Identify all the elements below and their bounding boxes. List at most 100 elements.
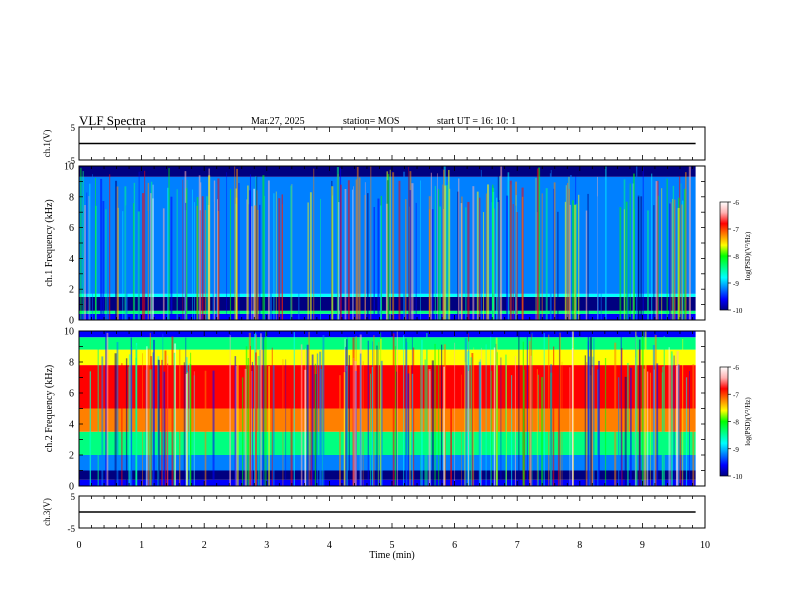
impulse-streak [345,346,347,486]
impulse-streak [506,195,509,320]
impulse-streak [105,331,108,486]
impulse-streak [304,369,307,486]
panel-ch3-waveform: 5 -5 ch.3(V) 0 1 2 3 4 5 6 7 8 9 10 Time (min) [42,492,710,561]
impulse-streak [480,347,482,486]
impulse-streak [689,370,690,486]
impulse-streak [541,193,543,320]
impulse-streak [682,200,684,320]
panel-ch1-spectrogram: 0 2 4 6 8 10 ch.1 Frequency (kHz) -6 -7 -8 -9 -10 lo… [44,162,752,327]
impulse-streak [392,333,395,486]
impulse-streak [464,362,466,486]
impulse-streak [132,203,134,320]
impulse-streak [572,200,575,320]
impulse-streak [354,361,357,486]
impulse-streak [173,352,176,486]
impulse-streak [543,333,545,486]
impulse-streak [168,168,170,320]
impulse-streak [254,205,257,320]
impulse-streak [482,212,485,320]
impulse-streak [116,186,119,320]
impulse-streak [146,346,148,486]
impulse-streak [537,374,539,486]
y-tick-label: 2 [69,285,74,296]
impulse-streak [621,348,623,486]
impulse-streak [84,205,86,320]
impulse-streak [597,369,600,486]
impulse-streak [267,180,270,320]
impulse-streak [421,339,423,486]
impulse-streak [495,337,498,486]
impulse-streak [403,171,406,320]
spectrogram-ch1-spectrogram [79,166,696,320]
impulse-streak [439,206,442,320]
impulse-streak [340,184,342,320]
impulse-streak [552,346,555,486]
impulse-streak [392,172,395,320]
impulse-streak [635,336,636,486]
impulse-streak [313,168,315,320]
impulse-streak [479,197,481,320]
impulse-streak [307,202,309,320]
x-tick-label: 0 [77,540,82,551]
impulse-streak [557,211,559,320]
impulse-streak [604,358,607,486]
impulse-streak [291,184,293,320]
y-tick-label: 6 [69,223,74,234]
impulse-streak [200,182,202,320]
impulse-streak [272,365,275,486]
impulse-streak [182,179,184,320]
impulse-streak [234,166,236,320]
y-tick-label: 2 [69,451,74,462]
impulse-streak [672,198,674,320]
impulse-streak [536,168,539,320]
impulse-streak [497,201,499,320]
impulse-streak [411,183,414,320]
x-tick-label: 2 [202,540,207,551]
psd-band [79,337,696,350]
impulse-streak [293,332,295,486]
impulse-streak [80,167,82,320]
impulse-streak [522,341,524,486]
impulse-streak [358,177,361,320]
y-tick-label: 4 [69,420,74,431]
impulse-streak [593,338,595,486]
impulse-streak [257,356,260,486]
impulse-streak [426,333,428,486]
impulse-streak [300,344,303,486]
impulse-streak [656,180,659,320]
impulse-streak [553,188,555,320]
x-axis-label: Time (min) [369,550,414,561]
impulse-streak [415,202,417,320]
impulse-streak [490,336,492,486]
impulse-streak [569,204,571,320]
impulse-streak [192,189,193,320]
impulse-streak [644,331,647,486]
impulse-streak [538,167,541,320]
impulse-streak [362,361,364,486]
y-tick-label: 8 [69,358,74,369]
impulse-streak [569,175,572,320]
psd-band [79,455,696,471]
impulse-streak [346,365,348,486]
impulse-streak [147,348,150,486]
impulse-streak [498,199,500,320]
impulse-streak [625,201,628,320]
impulse-streak [94,177,96,320]
impulse-streak [367,340,369,486]
impulse-streak [355,179,358,320]
impulse-streak [320,198,321,320]
impulse-streak [496,197,498,320]
impulse-streak [316,353,319,486]
psd-band [79,479,696,486]
impulse-streak [440,344,443,486]
impulse-streak [226,172,228,320]
y-tick-label: -5 [68,156,76,166]
impulse-streak [671,353,673,486]
impulse-streak [450,373,452,486]
impulse-streak [514,356,516,486]
impulse-streak [275,191,277,320]
impulse-streak [561,361,563,486]
impulse-streak [656,363,659,486]
impulse-streak [234,356,237,486]
impulse-streak [217,178,220,320]
